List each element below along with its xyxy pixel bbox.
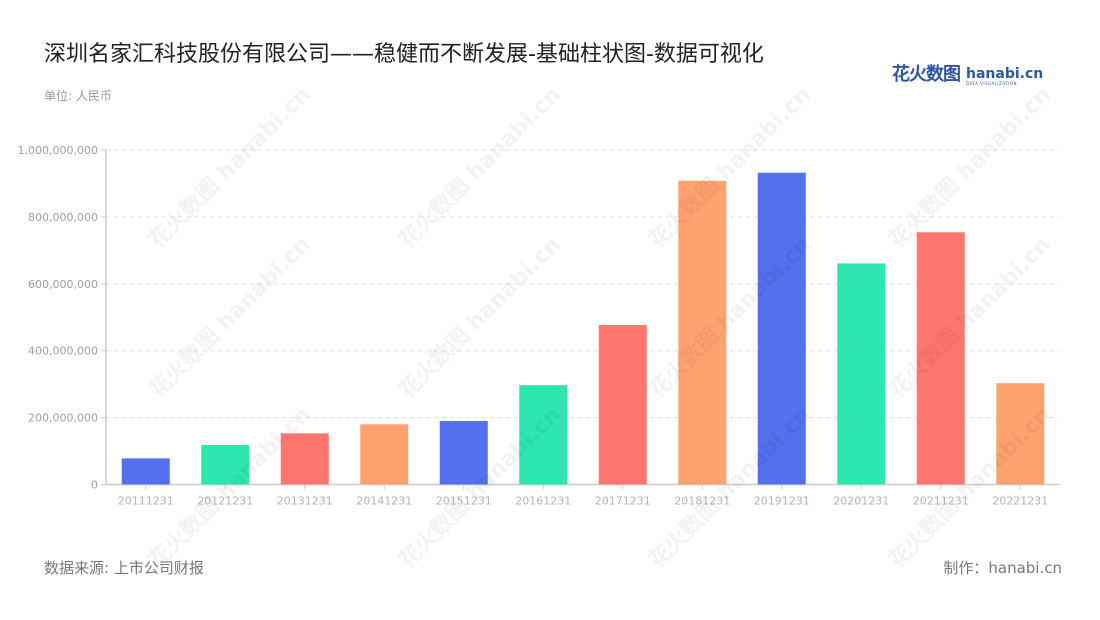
bar[interactable] <box>121 458 170 485</box>
bar[interactable] <box>678 180 727 485</box>
data-source: 数据来源: 上市公司财报 <box>44 559 204 577</box>
bar[interactable] <box>519 385 568 485</box>
brand-logo: 花火数图 hanabi.cn DATA VISUALIZATION <box>892 60 1043 86</box>
x-tick-label: 20151231 <box>436 495 492 508</box>
x-tick-label: 20121231 <box>197 495 253 508</box>
logo-sub-text: DATA VISUALIZATION <box>966 81 1018 86</box>
bar[interactable] <box>916 232 965 485</box>
x-tick-label: 20191231 <box>754 495 810 508</box>
x-tick-label: 20161231 <box>515 495 571 508</box>
logo-en-text: hanabi.cn <box>966 66 1044 82</box>
y-tick-label: 1,000,000,000 <box>18 144 98 157</box>
bar[interactable] <box>837 263 886 485</box>
y-tick-label: 200,000,000 <box>28 412 98 425</box>
unit-label: 单位: 人民币 <box>44 89 112 103</box>
x-tick-label: 20131231 <box>277 495 333 508</box>
maker-credit: 制作：hanabi.cn <box>943 559 1062 577</box>
bar[interactable] <box>201 445 250 485</box>
logo-cn-text: 花火数图 <box>892 64 961 85</box>
x-tick-label: 20221231 <box>992 495 1048 508</box>
y-tick-label: 800,000,000 <box>28 211 98 224</box>
chart-title: 深圳名家汇科技股份有限公司——稳健而不断发展-基础柱状图-数据可视化 <box>44 42 764 67</box>
bar[interactable] <box>996 383 1045 485</box>
x-tick-label: 20201231 <box>833 495 889 508</box>
y-tick-label: 400,000,000 <box>28 345 98 358</box>
y-tick-label: 600,000,000 <box>28 278 98 291</box>
x-tick-label: 20181231 <box>674 495 730 508</box>
bar[interactable] <box>360 424 409 485</box>
x-tick-label: 20141231 <box>356 495 412 508</box>
bar[interactable] <box>757 172 806 485</box>
bar[interactable] <box>439 420 488 485</box>
y-tick-label: 0 <box>91 479 98 492</box>
x-tick-label: 20171231 <box>595 495 651 508</box>
bar[interactable] <box>280 433 329 485</box>
x-tick-label: 20211231 <box>913 495 969 508</box>
x-tick-label: 20111231 <box>118 495 174 508</box>
bar[interactable] <box>598 324 647 485</box>
